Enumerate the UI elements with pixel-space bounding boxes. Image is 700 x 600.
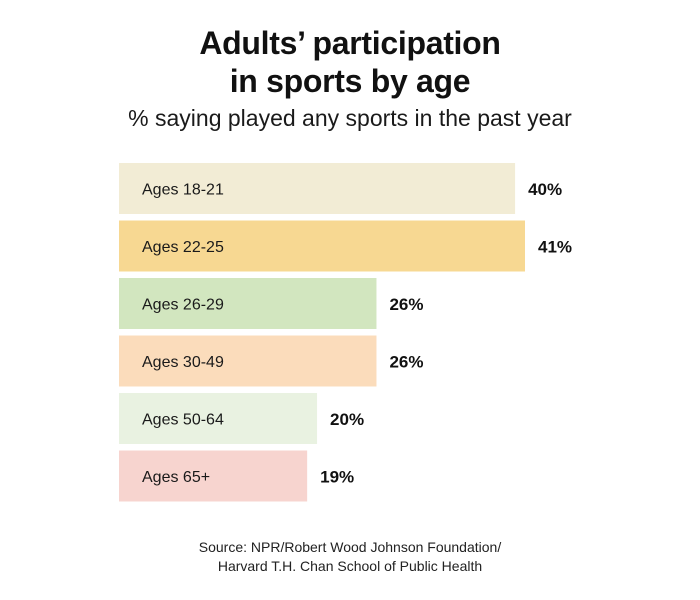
- value-label: 41%: [538, 238, 572, 257]
- bar-4: [119, 335, 377, 387]
- bar-2: [119, 220, 525, 272]
- bar-3: [119, 278, 377, 329]
- chart-subtitle: % saying played any sports in the past y…: [128, 105, 572, 131]
- chart-title-line-1: Adults’ participation: [199, 25, 501, 61]
- bar-6: [119, 450, 308, 502]
- category-label: Ages 65+: [142, 469, 210, 486]
- category-label: Ages 18-21: [142, 182, 224, 199]
- value-label: 26%: [389, 295, 423, 314]
- category-label: Ages 30-49: [142, 354, 224, 371]
- category-label: Ages 50-64: [142, 412, 224, 429]
- category-label: Ages 26-29: [142, 297, 224, 314]
- value-label: 19%: [320, 468, 354, 487]
- value-label: 40%: [528, 180, 562, 199]
- source-note: Source: NPR/Robert Wood Johnson Foundati…: [0, 538, 700, 576]
- chart-title-line-2: in sports by age: [229, 63, 471, 99]
- bar-1: [119, 163, 516, 214]
- value-label: 20%: [330, 410, 364, 429]
- value-label: 26%: [389, 353, 423, 372]
- chart-title: Adults’ participation in sports by age: [0, 24, 700, 100]
- source-line-1: Source: NPR/Robert Wood Johnson Foundati…: [198, 539, 502, 555]
- bar-5: [119, 393, 318, 444]
- source-line-2: Harvard T.H. Chan School of Public Healt…: [217, 558, 483, 574]
- category-label: Ages 22-25: [142, 239, 224, 256]
